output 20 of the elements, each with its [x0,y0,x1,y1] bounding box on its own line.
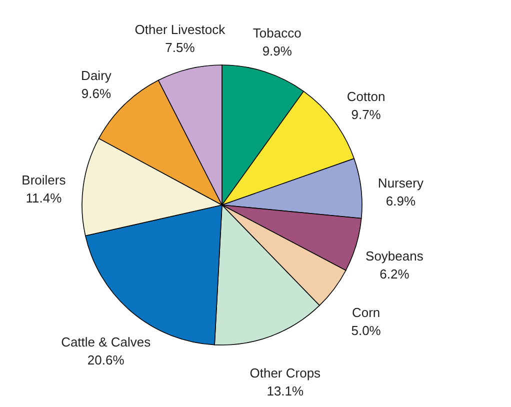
slice-label: Other Crops [250,366,322,381]
data-label: 9.7% [351,107,382,122]
data-label: 9.6% [81,86,112,102]
data-label: 5.0% [351,322,382,338]
slice-label: Other Livestock [134,22,226,37]
data-label: 20.6% [87,352,125,368]
slice-label: Dairy [81,68,112,84]
slice-label: Cattle & Calves [61,334,152,350]
data-label: 11.4% [26,190,62,206]
slice-label: Cotton [346,89,386,104]
data-label: 7.5% [165,40,196,55]
slice-label: Tobacco [252,26,302,41]
slice-label: Corn [352,304,380,320]
data-label: 13.1% [266,384,304,399]
data-label: 6.2% [380,266,410,282]
slice-label: Soybeans [366,248,424,264]
slice-label: Nursery [378,175,424,190]
data-label: 6.9% [386,193,416,208]
slice-label: Broilers [22,172,66,188]
data-label: 9.9% [262,44,292,59]
